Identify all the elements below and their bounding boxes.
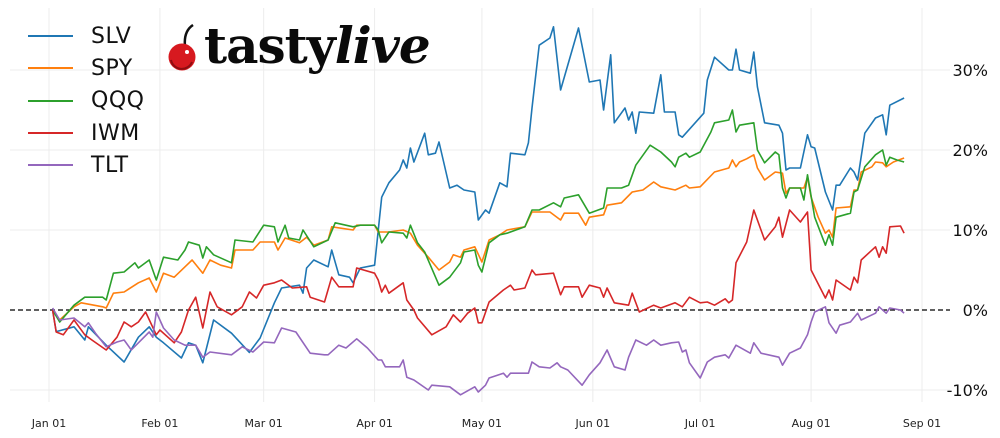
x-axis-ticks: Jan 01 Feb 01 Mar 01 Apr 01 May 01 Jun 01 Jul … bbox=[31, 417, 941, 430]
x-tick-label: Jan 01 bbox=[31, 417, 66, 430]
series-line-slv bbox=[51, 26, 905, 364]
legend-item-spy: SPY bbox=[28, 52, 144, 84]
legend-item-qqq: QQQ bbox=[28, 85, 144, 117]
x-tick-label: Jun 01 bbox=[574, 417, 610, 430]
legend-label: SLV bbox=[91, 23, 132, 49]
legend-swatch bbox=[28, 99, 73, 102]
x-tick-label: Sep 01 bbox=[903, 417, 941, 430]
legend-swatch bbox=[28, 164, 73, 167]
y-tick-label: 30% bbox=[952, 61, 988, 80]
y-tick-label: -10% bbox=[947, 381, 988, 400]
cherry-icon bbox=[168, 24, 196, 71]
x-tick-label: Apr 01 bbox=[356, 417, 393, 430]
legend-swatch bbox=[28, 35, 73, 38]
series-line-qqq bbox=[51, 109, 905, 323]
logo-text-tasty: tasty bbox=[204, 16, 336, 75]
x-tick-label: Mar 01 bbox=[245, 417, 283, 430]
series-line-iwm bbox=[51, 209, 905, 351]
legend-swatch bbox=[28, 132, 73, 135]
legend-label: QQQ bbox=[91, 88, 145, 114]
x-tick-label: May 01 bbox=[462, 417, 502, 430]
series-lines bbox=[51, 26, 905, 396]
y-tick-label: 0% bbox=[963, 301, 988, 320]
series-line-spy bbox=[51, 154, 905, 321]
y-tick-label: 20% bbox=[952, 141, 988, 160]
logo-text-live: live bbox=[334, 16, 431, 75]
legend-swatch bbox=[28, 67, 73, 70]
x-tick-label: Jul 01 bbox=[684, 417, 716, 430]
legend: SLV SPY QQQ IWM TLT bbox=[28, 20, 144, 181]
x-tick-label: Feb 01 bbox=[141, 417, 178, 430]
tastylive-logo: tastylive bbox=[166, 20, 431, 72]
legend-item-slv: SLV bbox=[28, 20, 144, 52]
x-tick-label: Aug 01 bbox=[792, 417, 831, 430]
y-tick-label: 10% bbox=[952, 221, 988, 240]
y-axis-ticks: 30% 20% 10% 0% -10% bbox=[947, 61, 988, 400]
legend-label: IWM bbox=[91, 120, 140, 146]
grid bbox=[10, 8, 950, 402]
legend-item-iwm: IWM bbox=[28, 117, 144, 149]
series-line-tlt bbox=[51, 306, 905, 396]
legend-label: SPY bbox=[91, 55, 133, 81]
legend-item-tlt: TLT bbox=[28, 149, 144, 181]
legend-label: TLT bbox=[91, 152, 129, 178]
